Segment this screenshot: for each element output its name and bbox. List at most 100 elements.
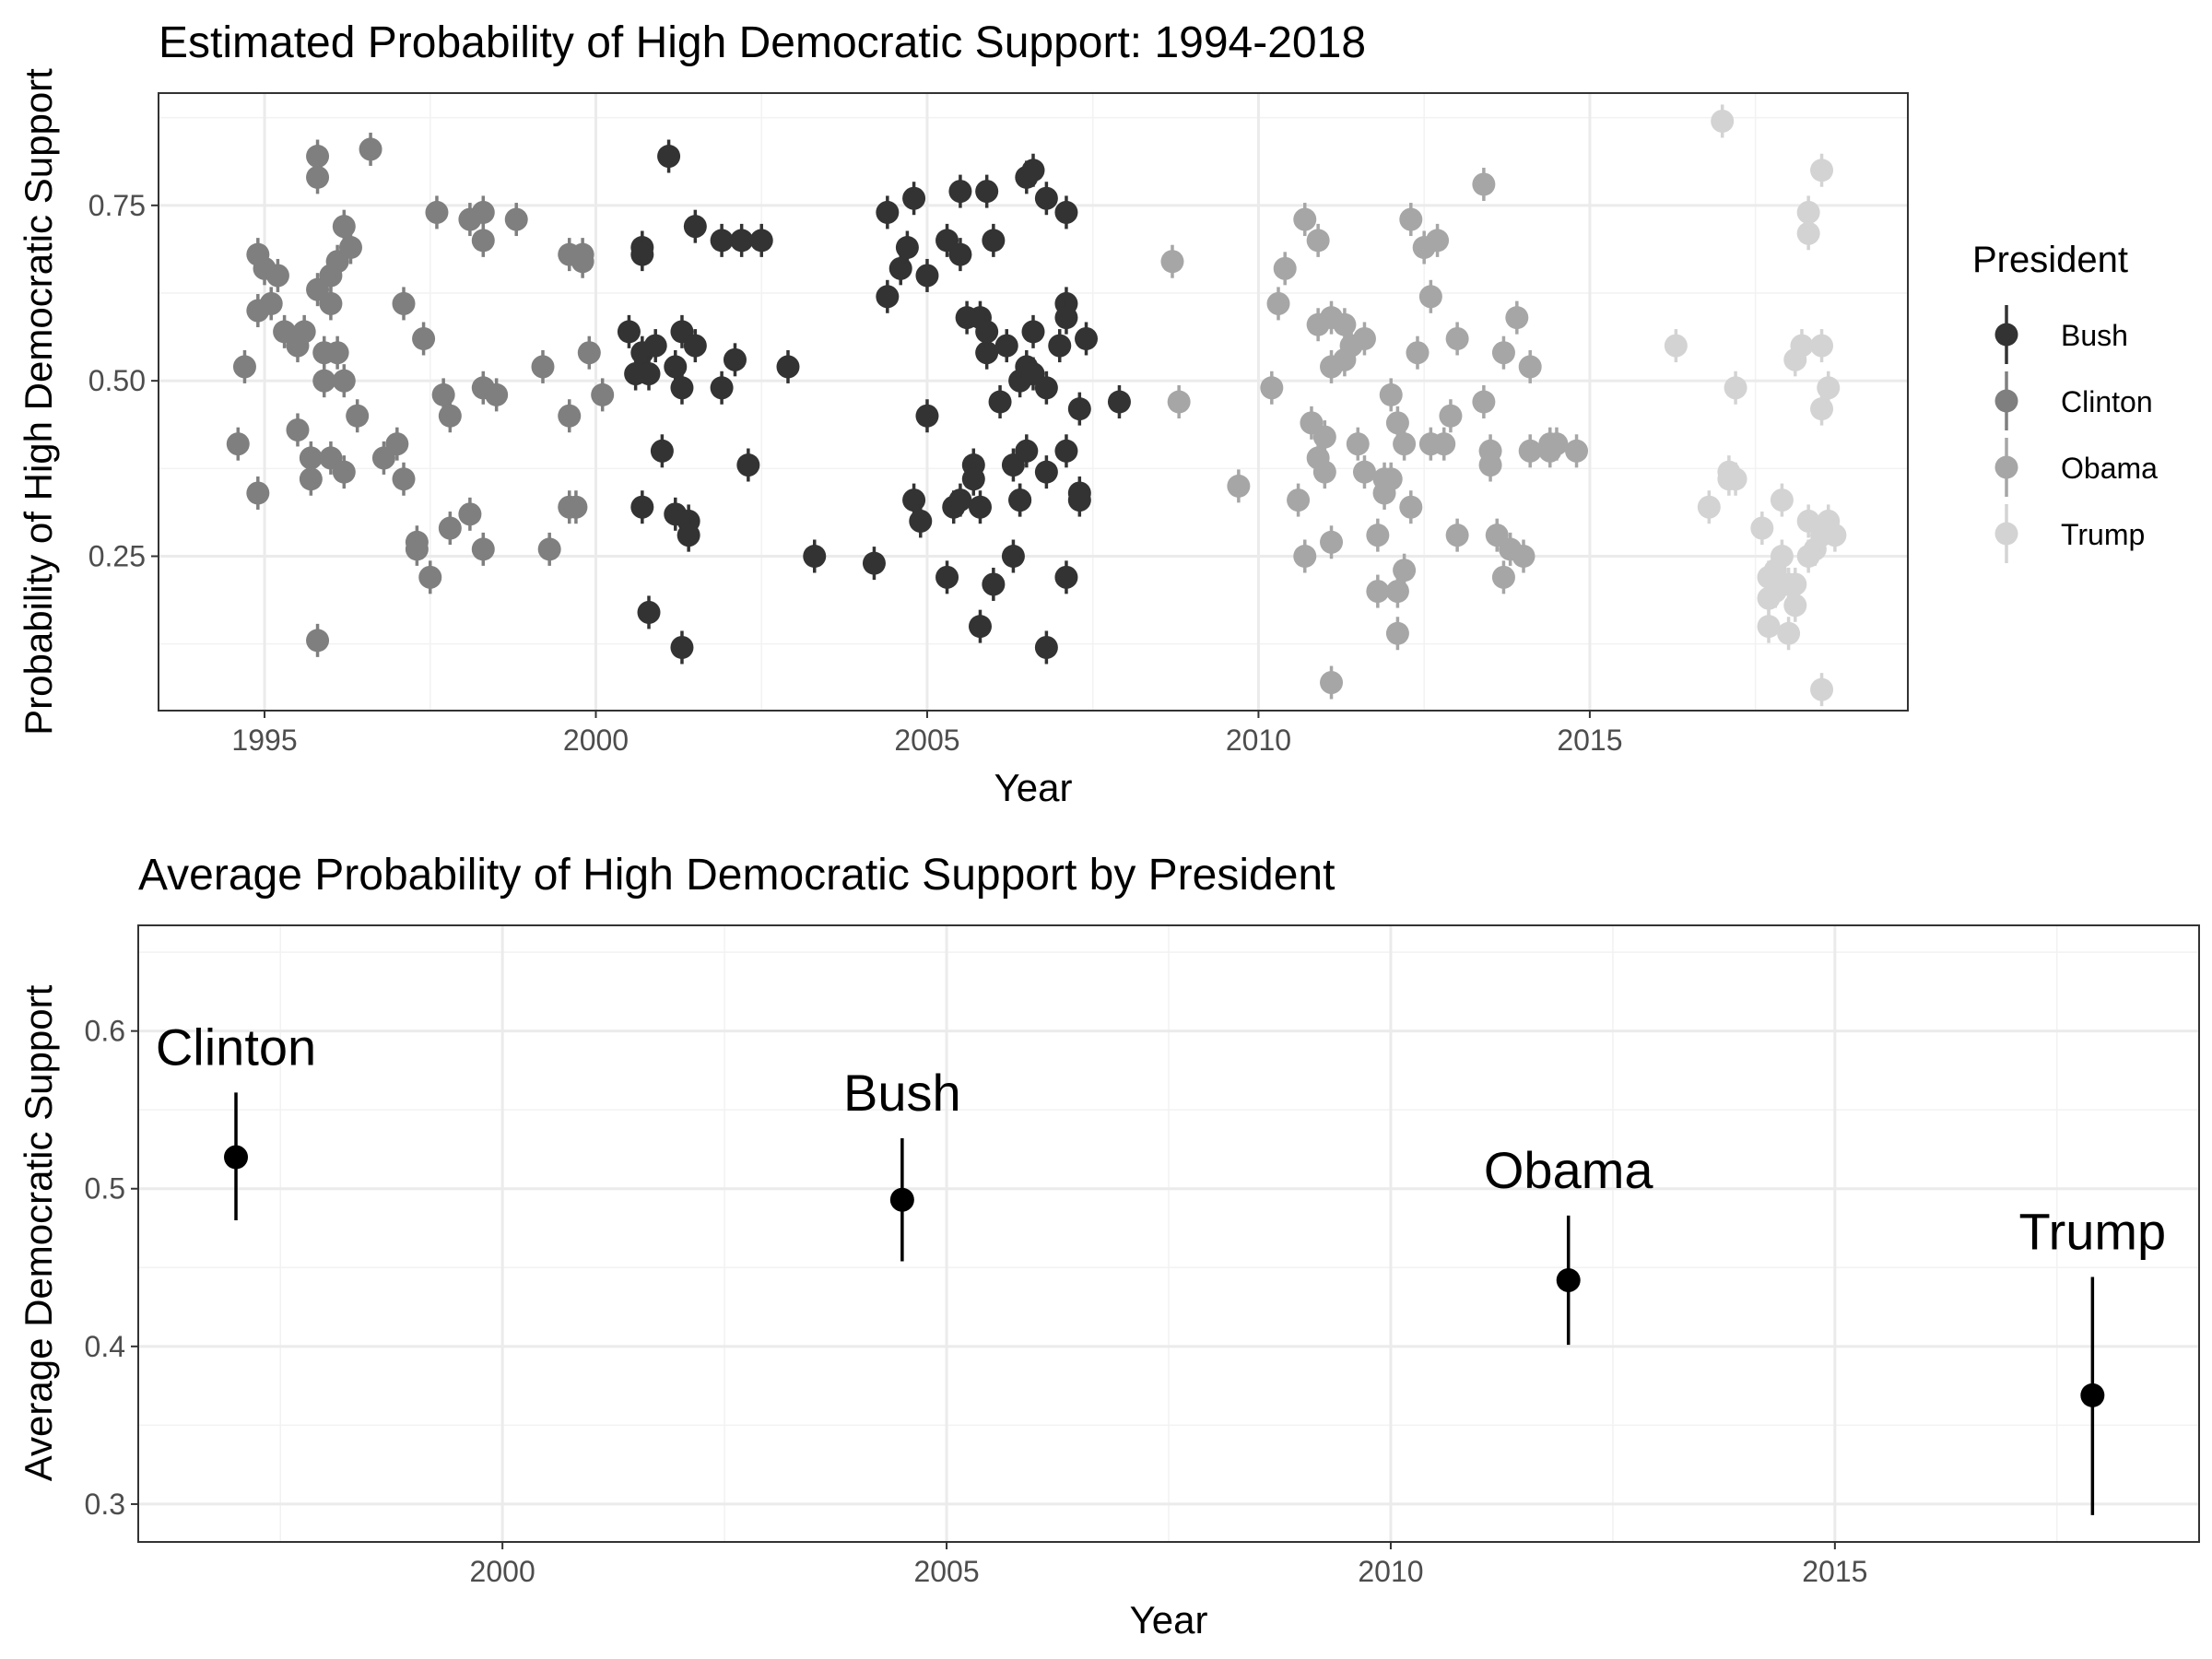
data-point — [889, 1187, 914, 1212]
data-point — [803, 545, 827, 568]
data-point — [915, 264, 939, 288]
data-point — [2080, 1382, 2105, 1407]
data-point — [471, 200, 495, 224]
point-trump: Trump — [2018, 1203, 2166, 1515]
data-point — [935, 565, 959, 589]
legend-item-clinton: Clinton — [1994, 371, 2153, 430]
data-point — [292, 320, 316, 344]
data-point — [1512, 545, 1535, 568]
x-tick-label: 2005 — [894, 724, 959, 757]
data-point — [1724, 376, 1747, 400]
legend-key-point — [1994, 522, 2018, 546]
legend-label: Obama — [2061, 452, 2158, 485]
point-obama: Obama — [1484, 1141, 1653, 1346]
y-tick-label: 0.6 — [85, 1015, 125, 1048]
y-tick-label: 0.3 — [85, 1488, 125, 1521]
data-point — [385, 432, 409, 456]
data-point — [306, 145, 330, 169]
series-clinton — [226, 132, 615, 657]
data-point — [730, 229, 754, 253]
data-point — [1167, 390, 1191, 414]
data-point — [438, 516, 462, 540]
point-label: Obama — [1484, 1141, 1653, 1199]
data-point — [265, 264, 289, 288]
data-point — [1817, 376, 1841, 400]
data-point — [1545, 432, 1569, 456]
data-point — [1034, 376, 1058, 400]
data-point — [736, 453, 760, 477]
data-point — [312, 369, 336, 393]
data-point — [637, 362, 661, 386]
bottom-y-axis-title: Average Democratic Support — [17, 984, 60, 1481]
data-point — [226, 432, 250, 456]
data-point — [1399, 207, 1423, 231]
bottom-chart: Average Probability of High Democratic S… — [17, 851, 2200, 1641]
data-point — [246, 481, 270, 505]
data-point — [1352, 326, 1376, 350]
data-point — [948, 488, 972, 512]
top-y-ticks: 0.25 0.50 0.75 — [88, 189, 159, 573]
legend-item-bush: Bush — [1994, 305, 2128, 364]
series-obama — [1160, 167, 1589, 700]
data-point — [862, 551, 886, 575]
data-point — [876, 200, 900, 224]
y-tick-label: 0.5 — [85, 1172, 125, 1206]
data-point — [683, 334, 707, 358]
data-point — [1366, 524, 1390, 547]
data-point — [1067, 488, 1091, 512]
x-tick-label: 2000 — [470, 1555, 535, 1588]
data-point — [670, 635, 694, 659]
y-tick-label: 0.50 — [88, 364, 146, 397]
series-trump — [1664, 104, 1847, 707]
data-point — [471, 537, 495, 561]
x-tick-label: 2005 — [913, 1555, 979, 1588]
data-point — [630, 495, 654, 519]
bottom-major-gridlines — [138, 925, 2199, 1542]
data-point — [1054, 200, 1078, 224]
data-point — [471, 229, 495, 253]
data-point — [591, 382, 615, 406]
x-tick-label: 2010 — [1226, 724, 1291, 757]
data-point — [1273, 256, 1297, 280]
data-point — [968, 495, 992, 519]
y-tick-label: 0.4 — [85, 1330, 125, 1363]
data-point — [564, 495, 588, 519]
data-point — [1227, 474, 1251, 498]
data-point — [332, 369, 356, 393]
x-tick-label: 1995 — [231, 724, 297, 757]
data-point — [1565, 439, 1589, 463]
top-data-points — [226, 104, 1847, 707]
data-point — [909, 509, 933, 533]
data-point — [670, 376, 694, 400]
data-point — [1293, 207, 1317, 231]
data-point — [1432, 432, 1456, 456]
data-point — [1320, 671, 1344, 695]
point-bush: Bush — [843, 1064, 961, 1262]
legend-title: President — [1972, 240, 2128, 280]
data-point — [1518, 355, 1542, 379]
bottom-data-points: Clinton Bush Obama Trump — [156, 1018, 2166, 1515]
data-point — [425, 200, 449, 224]
data-point — [1008, 488, 1032, 512]
data-point — [558, 404, 582, 428]
data-point — [677, 524, 700, 547]
data-point — [1406, 341, 1430, 365]
top-x-ticks: 1995 2000 2005 2010 2015 — [231, 711, 1623, 757]
bottom-chart-title: Average Probability of High Democratic S… — [138, 851, 1335, 900]
bottom-y-ticks: 0.3 0.4 0.5 0.6 — [85, 1015, 138, 1521]
data-point — [1001, 545, 1025, 568]
data-point — [531, 355, 555, 379]
data-point — [306, 165, 330, 189]
data-point — [915, 404, 939, 428]
data-point — [1260, 376, 1284, 400]
data-point — [710, 229, 734, 253]
data-point — [359, 137, 382, 161]
data-point — [1472, 390, 1496, 414]
data-point — [994, 334, 1018, 358]
data-point — [1810, 159, 1834, 182]
data-point — [1287, 488, 1311, 512]
data-point — [1312, 425, 1336, 449]
data-point — [1266, 291, 1290, 315]
data-point — [319, 291, 343, 315]
